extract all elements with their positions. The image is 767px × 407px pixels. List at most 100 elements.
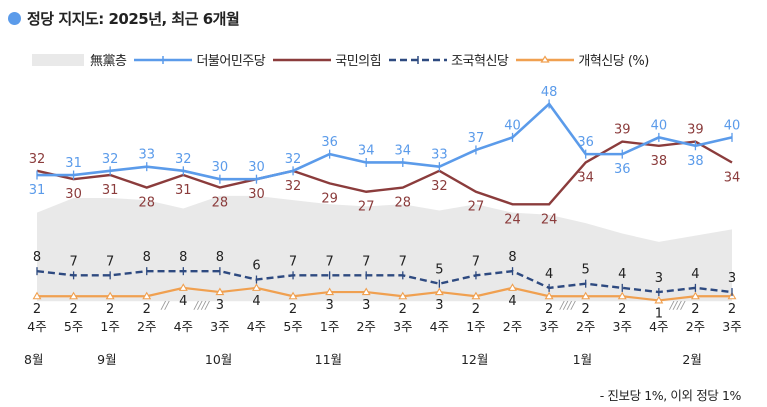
- x-tick-week: 2주: [503, 319, 522, 334]
- triangle-marker-icon: [471, 291, 481, 300]
- x-tick-week: 4주: [649, 319, 668, 334]
- triangle-marker-icon: [215, 287, 225, 296]
- x-tick-week: 4주: [27, 319, 46, 334]
- reform-value-label: 2: [545, 302, 553, 317]
- reform-value-label: 3: [362, 298, 370, 313]
- democratic-value-label: 36: [614, 162, 631, 177]
- legend-label: 無黨층: [90, 54, 127, 69]
- chart-title-text: 정당 지지도: 2025년, 최근 6개월: [27, 10, 240, 28]
- ppp-value-label: 27: [468, 200, 485, 215]
- ppp-value-label: 34: [577, 170, 594, 185]
- democratic-value-label: 32: [285, 152, 302, 167]
- legend-label: 조국혁신당: [451, 54, 509, 69]
- reform-value-label: 2: [289, 302, 297, 317]
- line-icon: [273, 58, 332, 61]
- reform-value-label: 2: [33, 302, 41, 317]
- legend-item-independent: 無黨층: [32, 50, 127, 69]
- ppp-value-label: 29: [321, 191, 338, 206]
- triangle-marker-icon: [32, 291, 42, 300]
- democratic-value-label: 40: [724, 118, 741, 133]
- rebuilding-value-label: 8: [508, 250, 516, 265]
- ppp-value-label: 32: [431, 179, 448, 194]
- triangle-marker-icon: [508, 283, 517, 291]
- x-tick-week: 3주: [539, 319, 558, 334]
- ppp-value-label: 28: [395, 196, 412, 211]
- ppp-value-label: 30: [65, 187, 82, 202]
- rebuilding-value-label: 6: [252, 259, 260, 274]
- ppp-value-label: 31: [102, 183, 119, 198]
- democratic-value-label: 36: [321, 135, 338, 150]
- rebuilding-value-label: 7: [325, 254, 333, 269]
- x-tick-week: 1주: [466, 319, 485, 334]
- reform-line: [37, 286, 732, 302]
- triangle-marker-icon: [690, 291, 700, 300]
- democratic-value-label: 37: [468, 131, 485, 146]
- rebuilding-value-label: 5: [582, 263, 590, 278]
- democratic-line: [37, 102, 733, 181]
- democratic-value-label: 33: [431, 148, 448, 163]
- ppp-value-label: 39: [614, 123, 631, 138]
- rebuilding-value-label: 8: [33, 250, 41, 265]
- democratic-value-label: 38: [687, 154, 704, 169]
- ppp-value-label: 39: [687, 123, 704, 138]
- triangle-marker-icon: [252, 283, 261, 291]
- rebuilding-value-label: 4: [618, 267, 626, 282]
- rebuilding-value-label: 5: [435, 263, 443, 278]
- reform-value-label: 2: [582, 302, 590, 317]
- rebuilding-value-label: 4: [545, 267, 553, 282]
- ppp-value-label: 30: [248, 187, 265, 202]
- reform-value-label: 3: [325, 298, 333, 313]
- independent-area-shape: [37, 195, 732, 302]
- democratic-value-label: 34: [395, 143, 412, 158]
- reform-value-label: 4: [508, 294, 516, 309]
- triangle-marker-icon: [178, 283, 188, 291]
- rebuilding-value-label: 7: [289, 254, 297, 269]
- triangle-marker-icon: [325, 287, 335, 296]
- reform-value-label: 2: [472, 302, 480, 317]
- x-tick-month: 2월: [682, 352, 701, 367]
- triangle-marker-icon: [288, 291, 298, 300]
- chart-legend: 無黨층 더불어민주당 국민의힘 조국혁신당 개혁신당 (%): [32, 50, 657, 69]
- x-tick-week: 3주: [210, 319, 229, 334]
- rebuilding-value-label: 7: [362, 254, 370, 269]
- triangle-marker-icon: [654, 295, 664, 304]
- rebuilding-value-label: 8: [179, 250, 187, 265]
- democratic-value-label: 34: [358, 143, 375, 158]
- democratic-value-label: 31: [65, 156, 82, 171]
- x-tick-week: 2주: [576, 319, 595, 334]
- legend-label: 국민의힘: [335, 54, 382, 69]
- legend-label: 개혁신당 (%): [578, 54, 649, 69]
- democratic-value-label: 40: [504, 118, 521, 133]
- democratic-value-label: 30: [212, 160, 229, 175]
- rebuilding-value-label: 4: [691, 267, 699, 282]
- democratic-value-label: 32: [175, 152, 192, 167]
- democratic-value-label: 32: [102, 152, 119, 167]
- x-tick-month: 1월: [573, 352, 592, 367]
- rebuilding-value-label: 3: [655, 271, 663, 286]
- reform-value-label: 2: [618, 302, 626, 317]
- x-tick-month: 10월: [205, 352, 232, 367]
- democratic-value-label: 33: [138, 148, 155, 163]
- line-triangle-icon: [516, 54, 575, 63]
- x-tick-week: 3주: [722, 319, 741, 334]
- ppp-value-label: 32: [285, 179, 302, 194]
- rebuilding-value-label: 8: [143, 250, 151, 265]
- triangle-marker-icon: [105, 291, 115, 300]
- dashed-line-plus-icon: [389, 55, 448, 64]
- reform-value-label: 3: [435, 298, 443, 313]
- ppp-value-label: 28: [212, 196, 229, 211]
- reform-value-label: 1: [655, 306, 663, 321]
- rebuilding-value-label: 3: [728, 271, 736, 286]
- reform-value-label: 4: [179, 294, 187, 309]
- reform-value-label: 2: [106, 302, 114, 317]
- ppp-value-label: 31: [175, 183, 192, 198]
- x-tick-week: 2주: [137, 319, 156, 334]
- democratic-value-label: 31: [29, 183, 46, 198]
- ppp-value-label: 38: [651, 154, 668, 169]
- triangle-marker-icon: [544, 291, 554, 300]
- x-tick-week: 1주: [100, 319, 119, 334]
- democratic-value-label: 36: [577, 135, 594, 150]
- x-axis: //////////////4주 5주 1주 2주 4주 3주 4주 5주 1주 2주 3주 4주 1주…: [24, 299, 742, 367]
- footnote: - 진보당 1%, 이외 정당 1%: [599, 388, 742, 403]
